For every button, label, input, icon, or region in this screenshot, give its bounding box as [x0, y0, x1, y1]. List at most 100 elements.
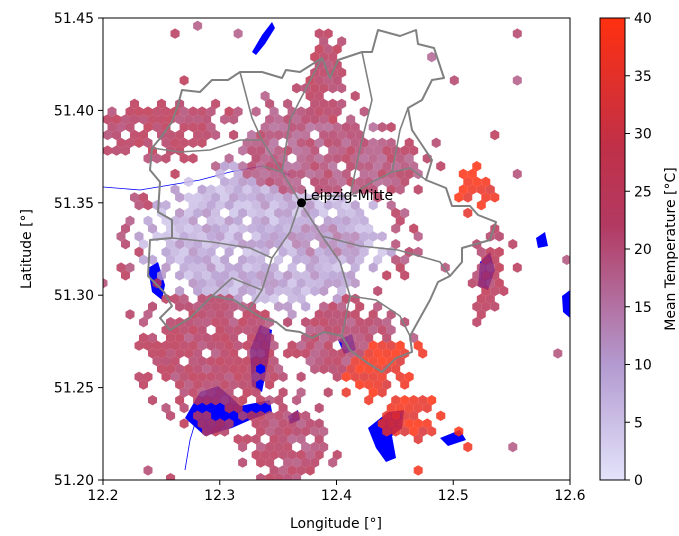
hex-cell	[481, 254, 491, 265]
hex-cell	[242, 356, 252, 367]
hex-cell	[305, 262, 315, 273]
hex-cell	[328, 192, 338, 203]
hex-cell	[247, 348, 257, 359]
hex-cell	[265, 98, 275, 109]
hex-cell	[211, 348, 221, 359]
hex-cell	[341, 231, 351, 242]
hex-cell	[368, 340, 378, 351]
hex-cell	[274, 223, 284, 234]
y-tick-label: 51.40	[54, 103, 94, 119]
hex-cell	[341, 153, 351, 164]
hex-cell	[229, 207, 239, 219]
hex-cell	[418, 348, 428, 359]
hex-cell	[247, 379, 257, 390]
hex-cell	[116, 122, 126, 133]
hex-cell	[193, 270, 203, 281]
hex-cell	[283, 426, 293, 437]
hex-cell	[193, 379, 203, 390]
hex-cell	[377, 324, 387, 336]
hex-cell	[323, 153, 333, 164]
hex-cell	[346, 332, 356, 343]
hex-cell	[256, 223, 266, 234]
hex-cell	[350, 324, 360, 336]
hex-cell	[301, 114, 311, 125]
hex-cell	[332, 44, 342, 55]
hex-cell	[206, 340, 216, 351]
hex-cell	[305, 231, 315, 242]
hex-cell	[368, 371, 378, 382]
hex-cell	[301, 129, 311, 141]
hex-cell	[400, 395, 410, 406]
hex-cell	[170, 28, 180, 39]
hex-cell	[184, 114, 194, 125]
hex-cell	[184, 379, 194, 390]
hex-cell	[206, 231, 216, 242]
hexbin-layer	[103, 20, 570, 480]
hex-cell	[337, 98, 347, 109]
hex-cell	[319, 98, 329, 109]
hex-cell	[211, 285, 221, 297]
hex-cell	[179, 402, 189, 414]
hex-cell	[247, 363, 257, 375]
hex-cell	[481, 192, 491, 203]
hex-cell	[251, 106, 261, 117]
hex-cell	[323, 200, 333, 211]
hex-cell	[193, 410, 203, 421]
water-body	[184, 419, 197, 471]
hex-cell	[130, 98, 139, 109]
colorbar-tick-label: 15	[634, 300, 652, 316]
hex-cell	[193, 332, 203, 343]
hex-cell	[409, 145, 419, 156]
hex-cell	[323, 278, 333, 289]
hex-cell	[485, 278, 495, 289]
hex-cell	[350, 340, 360, 351]
hex-cell	[278, 122, 288, 133]
hex-cell	[323, 137, 333, 148]
hex-cell	[269, 137, 279, 148]
hex-cell	[166, 254, 176, 265]
hex-cell	[179, 262, 189, 273]
hex-cell	[143, 200, 153, 211]
hex-cell	[175, 285, 185, 297]
hex-cell	[107, 106, 117, 117]
hex-cell	[364, 348, 374, 359]
hex-cell	[355, 301, 365, 312]
hex-cell	[260, 356, 270, 367]
hex-cell	[211, 332, 221, 343]
hex-cell	[184, 207, 194, 219]
hex-cell	[467, 168, 477, 180]
hex-cell	[359, 231, 369, 242]
colorbar-tick-label: 40	[634, 11, 652, 27]
hex-cell	[121, 145, 130, 156]
hex-cell	[211, 161, 221, 172]
hex-cell	[260, 184, 270, 195]
hex-cell	[296, 371, 306, 382]
hex-cell	[368, 387, 378, 398]
hex-cell	[350, 90, 360, 102]
hex-cell	[332, 215, 342, 226]
x-tick-label: 12.3	[204, 488, 235, 504]
hex-cell	[215, 215, 225, 226]
hex-cell	[251, 356, 261, 367]
hex-cell	[220, 285, 230, 297]
hex-cell	[130, 192, 139, 203]
hex-cell	[278, 184, 288, 195]
hex-cell	[148, 301, 157, 312]
hex-cell	[341, 246, 351, 258]
hex-cell	[319, 348, 329, 359]
hex-cell	[341, 215, 351, 226]
hex-cell	[265, 192, 275, 203]
hex-cell	[157, 114, 166, 125]
hex-cell	[364, 332, 374, 343]
colorbar-gradient	[599, 17, 626, 481]
hex-cell	[337, 207, 347, 219]
hex-cell	[314, 246, 324, 258]
hex-cell	[287, 340, 297, 351]
hex-cell	[305, 418, 315, 429]
hex-cell	[175, 270, 185, 281]
hex-cell	[188, 153, 198, 164]
hex-cell	[323, 44, 333, 55]
hex-cell	[364, 395, 374, 406]
hex-cell	[260, 340, 270, 351]
hex-cell	[449, 75, 459, 86]
